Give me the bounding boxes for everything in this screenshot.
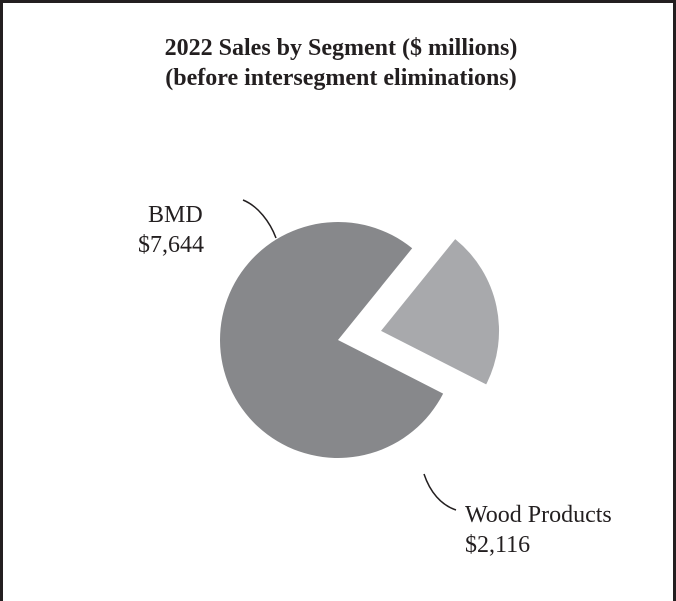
leader-line-bmd xyxy=(242,199,277,239)
chart-subtitle: (before intersegment eliminations) xyxy=(165,65,517,91)
label-bmd-value: $7,644 xyxy=(138,232,204,258)
pie-slice-wood-products xyxy=(381,239,500,385)
label-wood-name: Wood Products xyxy=(465,502,612,528)
chart-title: 2022 Sales by Segment ($ millions) xyxy=(164,35,518,61)
label-wood-value: $2,116 xyxy=(465,532,530,558)
pie-slice-bmd xyxy=(220,221,444,458)
label-bmd-name: BMD xyxy=(148,202,203,228)
leader-line-wood-products xyxy=(423,473,457,511)
